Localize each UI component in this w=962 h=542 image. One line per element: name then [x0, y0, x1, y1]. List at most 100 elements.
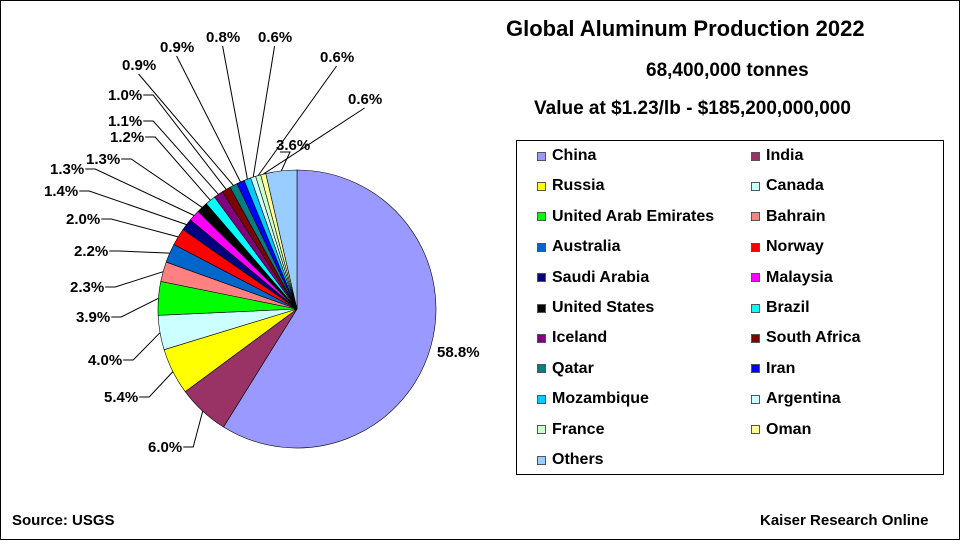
- legend-item-russia: Russia: [537, 177, 604, 195]
- legend-swatch-qatar: [537, 364, 546, 374]
- legend-item-iceland: Iceland: [537, 329, 607, 347]
- legend-swatch-australia: [537, 242, 546, 252]
- legend-label-china: China: [552, 147, 597, 164]
- data-label-argentina: 0.6%: [258, 29, 292, 46]
- leader-line-argentina: [252, 45, 276, 178]
- legend-item-norway: Norway: [751, 238, 824, 256]
- legend-item-oman: Oman: [751, 421, 811, 439]
- legend-label-india: India: [766, 147, 804, 164]
- legend-swatch-others: [537, 455, 546, 465]
- legend-item-saudi-arabia: Saudi Arabia: [537, 269, 649, 287]
- data-label-canada: 4.0%: [88, 352, 122, 369]
- leader-line-oman: [262, 107, 365, 175]
- data-label-china: 58.8%: [437, 344, 480, 361]
- data-label-bahrain: 2.3%: [70, 279, 104, 296]
- legend-swatch-brazil: [751, 303, 760, 313]
- legend-item-bahrain: Bahrain: [751, 208, 826, 226]
- legend-label-canada: Canada: [766, 177, 824, 195]
- legend-item-others: Others: [537, 451, 604, 469]
- legend-label-others: Others: [552, 451, 604, 468]
- credit-note: Kaiser Research Online: [760, 512, 929, 529]
- legend-label-france: France: [552, 420, 605, 438]
- legend-swatch-russia: [537, 181, 546, 191]
- legend-label-oman: Oman: [766, 420, 812, 438]
- legend-swatch-malaysia: [751, 273, 760, 283]
- leader-line-india: [183, 410, 204, 448]
- legend-swatch-iceland: [537, 333, 546, 343]
- leader-line-russia: [139, 371, 174, 398]
- legend-label-australia: Australia: [552, 238, 621, 256]
- legend-item-south-africa: South Africa: [751, 329, 861, 347]
- leader-line-united-states: [121, 158, 203, 208]
- leader-line-mozambique: [222, 45, 248, 180]
- leader-line-united-arab-emirates: [111, 297, 159, 318]
- legend-item-india: India: [751, 147, 803, 165]
- chart-legend: China India Russia Canada United Arab Emirat…: [516, 140, 944, 475]
- legend-label-norway: Norway: [766, 238, 824, 256]
- leader-line-australia: [109, 250, 170, 254]
- legend-item-australia: Australia: [537, 238, 620, 256]
- data-label-united-states: 1.3%: [86, 151, 120, 168]
- legend-label-united-states: United States: [552, 299, 655, 316]
- legend-swatch-south-africa: [751, 333, 760, 343]
- leader-line-iran: [176, 55, 241, 183]
- legend-swatch-argentina: [751, 394, 760, 404]
- legend-item-qatar: Qatar: [537, 360, 594, 378]
- legend-swatch-mozambique: [537, 394, 546, 404]
- data-label-others: 3.6%: [276, 137, 310, 154]
- legend-item-canada: Canada: [751, 177, 824, 195]
- legend-item-china: China: [537, 147, 596, 165]
- legend-item-mozambique: Mozambique: [537, 390, 649, 408]
- legend-label-argentina: Argentina: [766, 390, 841, 408]
- data-label-iceland: 1.1%: [108, 113, 142, 130]
- data-label-oman: 0.6%: [348, 91, 382, 108]
- legend-label-malaysia: Malaysia: [766, 268, 833, 286]
- legend-item-argentina: Argentina: [751, 390, 841, 408]
- legend-label-russia: Russia: [552, 177, 605, 195]
- leader-line-south-africa: [143, 94, 227, 190]
- data-label-norway: 2.0%: [66, 211, 100, 228]
- data-label-iran: 0.9%: [160, 39, 194, 56]
- leader-line-bahrain: [105, 271, 164, 288]
- legend-item-iran: Iran: [751, 360, 795, 378]
- legend-label-iceland: Iceland: [552, 329, 608, 347]
- legend-label-qatar: Qatar: [552, 359, 594, 377]
- legend-item-france: France: [537, 421, 604, 439]
- legend-swatch-saudi-arabia: [537, 273, 546, 283]
- legend-item-brazil: Brazil: [751, 299, 810, 317]
- data-label-united-arab-emirates: 3.9%: [76, 309, 110, 326]
- data-label-mozambique: 0.8%: [206, 29, 240, 46]
- legend-swatch-oman: [751, 425, 760, 435]
- leader-line-norway: [101, 218, 179, 238]
- data-label-saudi-arabia: 1.4%: [44, 183, 78, 200]
- legend-label-brazil: Brazil: [766, 299, 810, 316]
- leader-line-iceland: [143, 120, 219, 195]
- chart-subtitle: 68,400,000 tonnes: [646, 60, 809, 81]
- data-label-south-africa: 1.0%: [108, 87, 142, 104]
- legend-swatch-united-arab-emirates: [537, 212, 546, 222]
- legend-swatch-united-states: [537, 303, 546, 313]
- legend-label-mozambique: Mozambique: [552, 390, 649, 408]
- leader-line-france: [257, 65, 338, 176]
- value-line: Value at $1.23/lb - $185,200,000,000: [534, 98, 851, 119]
- leader-line-saudi-arabia: [79, 190, 187, 226]
- legend-label-iran: Iran: [766, 359, 796, 377]
- legend-swatch-norway: [751, 242, 760, 252]
- legend-item-united-states: United States: [537, 299, 654, 317]
- legend-item-united-arab-emirates: United Arab Emirates: [537, 208, 714, 226]
- data-label-malaysia: 1.3%: [50, 161, 84, 178]
- pie-slice-china: [223, 169, 437, 449]
- legend-label-united-arab-emirates: United Arab Emirates: [552, 207, 715, 225]
- legend-swatch-iran: [751, 364, 760, 374]
- leader-line-malaysia: [85, 168, 195, 216]
- leader-line-brazil: [145, 136, 211, 201]
- leader-line-canada: [123, 332, 161, 361]
- data-label-russia: 5.4%: [104, 389, 138, 406]
- data-label-india: 6.0%: [148, 439, 182, 456]
- legend-label-bahrain: Bahrain: [766, 207, 826, 225]
- data-label-australia: 2.2%: [74, 243, 108, 260]
- legend-item-malaysia: Malaysia: [751, 269, 833, 287]
- legend-label-south-africa: South Africa: [766, 329, 861, 347]
- leader-line-others: [280, 151, 291, 172]
